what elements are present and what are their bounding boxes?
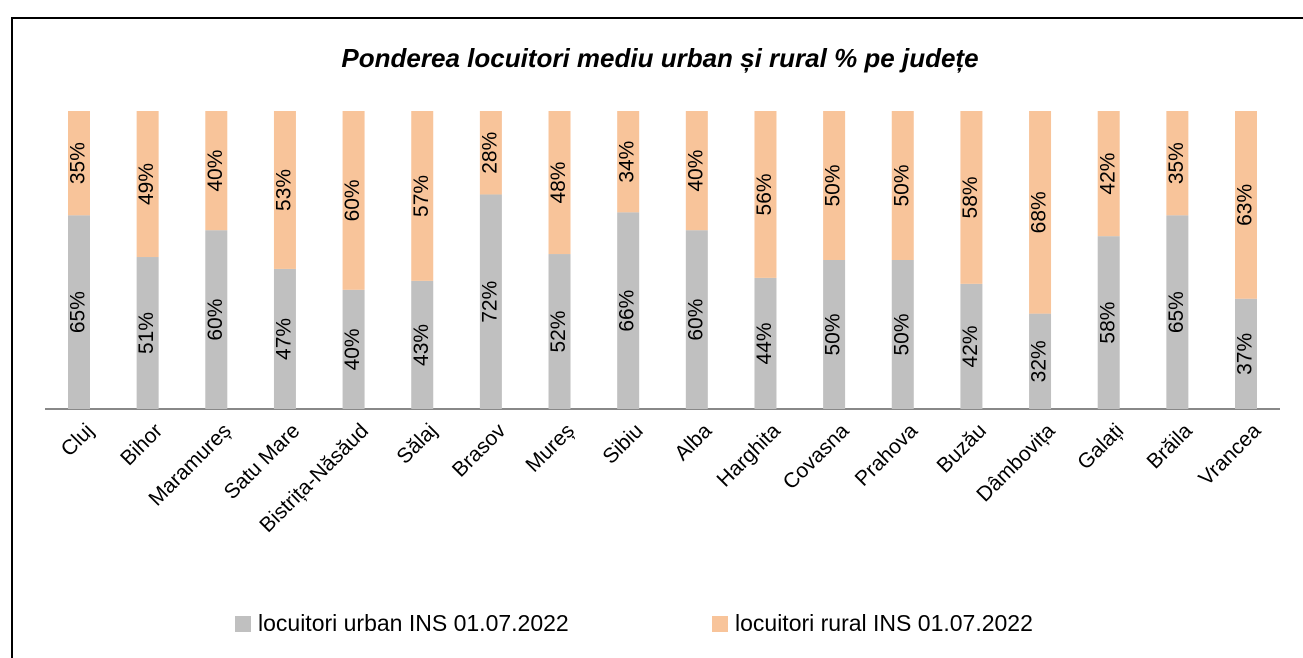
value-label: 40%: [684, 150, 707, 192]
value-label: 63%: [1234, 184, 1257, 226]
legend-label: locuitori rural INS 01.07.2022: [735, 610, 1033, 636]
value-label: 47%: [272, 318, 295, 360]
value-label: 65%: [1165, 291, 1188, 333]
bar-segment: [617, 212, 640, 409]
value-label: 60%: [341, 179, 364, 221]
value-label: 50%: [822, 164, 845, 206]
bar-segment: [617, 111, 640, 213]
bar-segment: [823, 111, 846, 260]
value-label: 40%: [204, 150, 227, 192]
value-label: 34%: [616, 141, 639, 183]
chart-title: Ponderea locuitori mediu urban și rural …: [341, 43, 978, 73]
bar-segment: [136, 111, 159, 258]
bar-segment: [1235, 298, 1257, 409]
value-label: 40%: [341, 328, 364, 370]
bar-segment: [273, 268, 296, 409]
bar-segment: [891, 111, 914, 260]
value-label: 68%: [1028, 191, 1051, 233]
legend-swatch: [235, 616, 251, 632]
value-label: 42%: [959, 325, 982, 367]
bar-segment: [960, 111, 983, 284]
value-label: 28%: [478, 132, 501, 174]
value-label: 37%: [1234, 333, 1257, 375]
bar-segment: [1097, 236, 1120, 409]
value-label: 35%: [1165, 142, 1188, 184]
bar-segment: [1166, 215, 1189, 409]
bar-segment: [136, 257, 159, 409]
bar-segment: [1029, 111, 1052, 314]
value-label: 43%: [410, 324, 433, 366]
bar-segment: [548, 254, 571, 409]
value-label: 50%: [822, 313, 845, 355]
value-label: 51%: [135, 312, 158, 354]
value-label: 44%: [753, 322, 776, 364]
bar-segment: [1097, 111, 1120, 237]
bar-segment: [685, 111, 708, 231]
bar-segment: [960, 283, 983, 409]
value-label: 58%: [1096, 302, 1119, 344]
bar-segment: [411, 111, 434, 281]
bar-segment: [754, 111, 777, 278]
bar-segment: [411, 280, 434, 409]
bar-segment: [754, 277, 777, 409]
value-label: 50%: [890, 313, 913, 355]
value-label: 35%: [67, 142, 90, 184]
value-label: 48%: [547, 162, 570, 204]
bar-segment: [273, 111, 296, 269]
value-label: 32%: [1028, 340, 1051, 382]
value-label: 56%: [753, 173, 776, 215]
value-label: 60%: [684, 299, 707, 341]
bar-segment: [479, 194, 502, 409]
value-label: 58%: [959, 176, 982, 218]
bar-segment: [823, 260, 846, 409]
value-label: 42%: [1096, 153, 1119, 195]
bar-segment: [205, 111, 228, 231]
value-label: 53%: [272, 169, 295, 211]
bar-segment: [68, 215, 90, 409]
bar-segment: [68, 111, 90, 216]
legend-swatch: [712, 616, 728, 632]
value-label: 50%: [890, 164, 913, 206]
bar-segment: [891, 260, 914, 409]
bar-segment: [1166, 111, 1189, 216]
value-label: 65%: [67, 291, 90, 333]
bar-segment: [342, 111, 365, 290]
bar-segment: [1235, 111, 1257, 299]
bar-segment: [685, 230, 708, 409]
bar-segment: [1029, 313, 1052, 409]
value-label: 57%: [410, 175, 433, 217]
bar-segment: [205, 230, 228, 409]
value-label: 49%: [135, 163, 158, 205]
value-label: 66%: [616, 290, 639, 332]
value-label: 60%: [204, 299, 227, 341]
bar-segment: [548, 111, 571, 255]
value-label: 72%: [478, 281, 501, 323]
legend-label: locuitori urban INS 01.07.2022: [258, 610, 569, 636]
value-label: 52%: [547, 311, 570, 353]
bar-segment: [342, 289, 365, 409]
bar-segment: [479, 111, 502, 195]
